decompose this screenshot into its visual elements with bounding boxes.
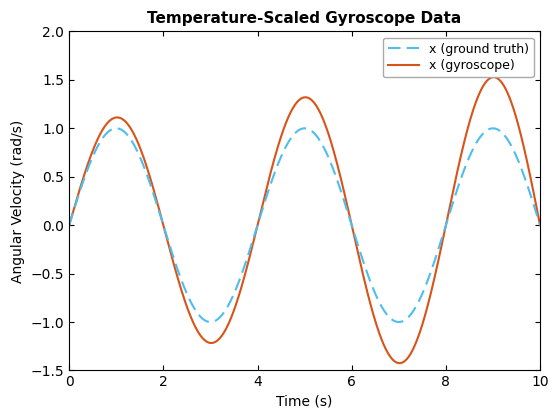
x (ground truth): [247, 247, 254, 252]
x (ground truth): [148, 184, 155, 189]
x (ground truth): [120, 128, 127, 133]
Line: x (ground truth): x (ground truth): [69, 128, 540, 322]
x (ground truth): [528, 194, 534, 199]
Legend: x (ground truth), x (gyroscope): x (ground truth), x (gyroscope): [382, 38, 534, 77]
x (gyroscope): [477, 89, 484, 94]
x (ground truth): [207, 320, 214, 325]
X-axis label: Time (s): Time (s): [277, 395, 333, 409]
Title: Temperature-Scaled Gyroscope Data: Temperature-Scaled Gyroscope Data: [147, 11, 462, 26]
x (ground truth): [536, 223, 543, 228]
Y-axis label: Angular Velocity (rad/s): Angular Velocity (rad/s): [11, 119, 25, 283]
x (gyroscope): [267, 172, 273, 177]
x (ground truth): [66, 223, 72, 228]
x (gyroscope): [528, 178, 534, 183]
Line: x (gyroscope): x (gyroscope): [69, 77, 540, 363]
x (gyroscope): [119, 117, 126, 122]
x (gyroscope): [246, 254, 253, 259]
x (gyroscope): [66, 223, 72, 228]
x (ground truth): [477, 134, 484, 139]
x (gyroscope): [536, 223, 543, 228]
x (gyroscope): [147, 177, 154, 182]
x (gyroscope): [396, 361, 403, 366]
x (ground truth): [267, 182, 274, 187]
x (ground truth): [113, 126, 120, 131]
x (gyroscope): [490, 75, 497, 80]
